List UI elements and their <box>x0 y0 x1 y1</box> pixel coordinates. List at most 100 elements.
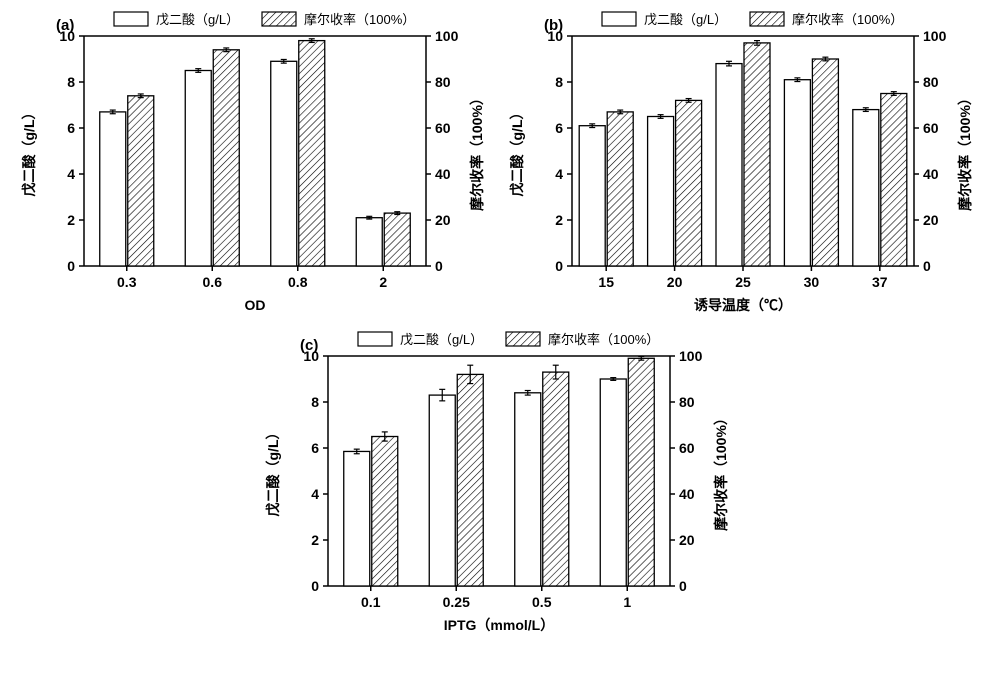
xtick: 25 <box>735 274 751 290</box>
ytick-left: 8 <box>67 74 75 90</box>
bar-series1 <box>716 64 742 266</box>
bar-series2 <box>812 59 838 266</box>
y-left-label: 戊二酸（g/L） <box>509 106 525 197</box>
ytick-right: 40 <box>923 166 939 182</box>
xtick: 2 <box>379 274 387 290</box>
panel-a: (a)0246810020406080100戊二酸（g/L）摩尔收率（100%）… <box>16 10 496 330</box>
y-right-label: 摩尔收率（100%） <box>957 91 973 211</box>
xtick: 1 <box>623 594 631 610</box>
y-right-label: 摩尔收率（100%） <box>713 411 729 531</box>
ytick-left: 4 <box>311 486 319 502</box>
bar-series2 <box>628 358 654 586</box>
ytick-right: 80 <box>679 394 695 410</box>
ytick-left: 2 <box>67 212 75 228</box>
panel-c: (c)0246810020406080100戊二酸（g/L）摩尔收率（100%）… <box>260 330 740 650</box>
ytick-left: 6 <box>555 120 563 136</box>
bar-series1 <box>515 393 541 586</box>
ytick-right: 60 <box>435 120 451 136</box>
ytick-left: 6 <box>311 440 319 456</box>
bar-series1 <box>185 71 211 267</box>
ytick-left: 8 <box>311 394 319 410</box>
y-right-label: 摩尔收率（100%） <box>469 91 485 211</box>
ytick-right: 20 <box>435 212 451 228</box>
ytick-right: 0 <box>923 258 931 274</box>
xtick: 37 <box>872 274 888 290</box>
xtick: 20 <box>667 274 683 290</box>
xtick: 15 <box>598 274 614 290</box>
bar-series2 <box>299 41 325 266</box>
chart-b: (b)0246810020406080100戊二酸（g/L）摩尔收率（100%）… <box>504 10 984 330</box>
legend-swatch-2 <box>506 332 540 346</box>
legend-label-2: 摩尔收率（100%） <box>304 12 415 27</box>
xtick: 0.8 <box>288 274 308 290</box>
legend-swatch-2 <box>750 12 784 26</box>
bar-series1 <box>784 80 810 266</box>
ytick-right: 0 <box>679 578 687 594</box>
ytick-left: 2 <box>311 532 319 548</box>
ytick-right: 20 <box>923 212 939 228</box>
legend-label-1: 戊二酸（g/L） <box>644 12 727 27</box>
legend-label-1: 戊二酸（g/L） <box>156 12 239 27</box>
y-left-label: 戊二酸（g/L） <box>21 106 37 197</box>
legend-swatch-1 <box>602 12 636 26</box>
chart-a: (a)0246810020406080100戊二酸（g/L）摩尔收率（100%）… <box>16 10 496 330</box>
ytick-right: 100 <box>435 28 459 44</box>
ytick-right: 60 <box>679 440 695 456</box>
xtick: 30 <box>804 274 820 290</box>
bar-series2 <box>881 94 907 267</box>
bar-series2 <box>744 43 770 266</box>
xtick: 0.1 <box>361 594 381 610</box>
ytick-left: 10 <box>303 348 319 364</box>
legend-swatch-1 <box>358 332 392 346</box>
bar-series1 <box>853 110 879 266</box>
legend-label-2: 摩尔收率（100%） <box>792 12 903 27</box>
bar-series1 <box>579 126 605 266</box>
ytick-left: 10 <box>547 28 563 44</box>
ytick-left: 8 <box>555 74 563 90</box>
x-label: IPTG（mmol/L） <box>444 617 554 633</box>
xtick: 0.6 <box>203 274 223 290</box>
bar-series1 <box>100 112 126 266</box>
bar-series1 <box>356 218 382 266</box>
legend-swatch-2 <box>262 12 296 26</box>
ytick-right: 40 <box>435 166 451 182</box>
bar-series2 <box>372 437 398 587</box>
bar-series2 <box>676 100 702 266</box>
xtick: 0.25 <box>443 594 470 610</box>
bar-series1 <box>344 451 370 586</box>
ytick-left: 6 <box>67 120 75 136</box>
ytick-left: 2 <box>555 212 563 228</box>
ytick-right: 0 <box>435 258 443 274</box>
ytick-right: 60 <box>923 120 939 136</box>
x-label: OD <box>245 297 266 313</box>
panel-b: (b)0246810020406080100戊二酸（g/L）摩尔收率（100%）… <box>504 10 984 330</box>
bar-series1 <box>600 379 626 586</box>
ytick-left: 4 <box>555 166 563 182</box>
bar-series1 <box>648 117 674 267</box>
bar-series2 <box>128 96 154 266</box>
y-left-label: 戊二酸（g/L） <box>265 426 281 517</box>
bar-series1 <box>271 61 297 266</box>
xtick: 0.3 <box>117 274 137 290</box>
bar-series2 <box>213 50 239 266</box>
ytick-right: 20 <box>679 532 695 548</box>
chart-c: (c)0246810020406080100戊二酸（g/L）摩尔收率（100%）… <box>260 330 740 650</box>
x-label: 诱导温度（℃） <box>694 297 792 313</box>
legend-label-1: 戊二酸（g/L） <box>400 332 483 347</box>
bar-series2 <box>607 112 633 266</box>
bar-series1 <box>429 395 455 586</box>
ytick-right: 100 <box>679 348 703 364</box>
ytick-left: 0 <box>311 578 319 594</box>
legend-label-2: 摩尔收率（100%） <box>548 332 659 347</box>
ytick-left: 10 <box>59 28 75 44</box>
ytick-left: 0 <box>67 258 75 274</box>
bar-series2 <box>457 374 483 586</box>
ytick-right: 100 <box>923 28 947 44</box>
ytick-right: 80 <box>923 74 939 90</box>
ytick-left: 4 <box>67 166 75 182</box>
bar-series2 <box>543 372 569 586</box>
xtick: 0.5 <box>532 594 552 610</box>
legend-swatch-1 <box>114 12 148 26</box>
ytick-right: 40 <box>679 486 695 502</box>
ytick-right: 80 <box>435 74 451 90</box>
